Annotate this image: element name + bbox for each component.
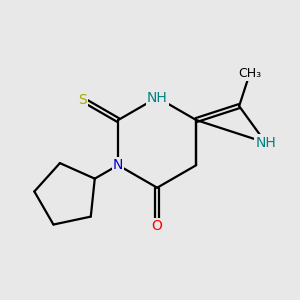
Text: S: S bbox=[79, 93, 87, 107]
Text: NH: NH bbox=[255, 136, 276, 150]
Text: NH: NH bbox=[147, 91, 168, 104]
Text: O: O bbox=[152, 219, 163, 233]
Text: N: N bbox=[113, 158, 123, 172]
Text: CH₃: CH₃ bbox=[238, 68, 261, 80]
